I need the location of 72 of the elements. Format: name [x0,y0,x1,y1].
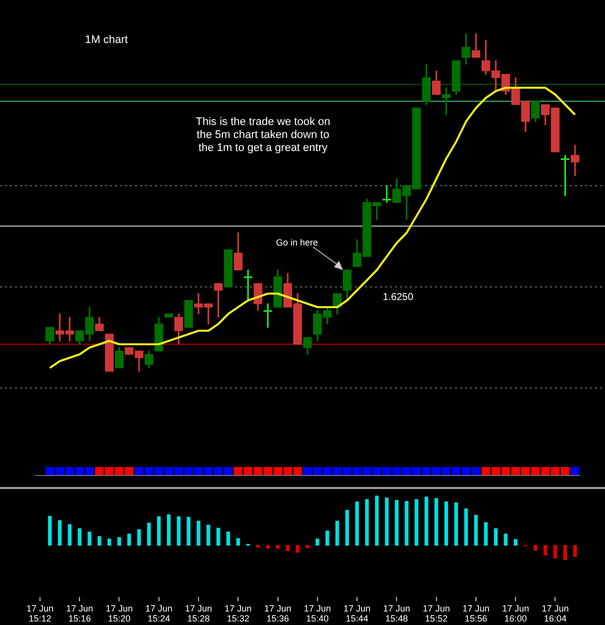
x-tick-label: 17 Jun 15:28 [184,604,212,624]
annotation: 1M chart [85,34,128,46]
bar [266,545,270,549]
bar [216,528,220,546]
bar [48,516,52,546]
bar [454,502,458,546]
bar [484,522,488,546]
bar [98,536,102,546]
bar [186,516,190,546]
bar [514,539,518,546]
bar [58,520,62,546]
x-tick-label: 17 Jun 15:44 [344,604,371,624]
bar [256,545,260,548]
annotation: Go in here [276,237,318,248]
bar [444,502,448,546]
annotation: This is the trade we took on the 5m chart taken down to the 1m to get a great entry [196,116,330,154]
bar [117,537,122,546]
bar [206,524,210,546]
bar [127,534,131,546]
bar [286,545,290,552]
bar [414,499,418,546]
bar [276,545,280,549]
bar [325,530,330,546]
bar [404,501,408,546]
bar [306,545,310,548]
bar [573,545,577,558]
bar [394,500,399,546]
x-tick-label: 17 Jun 15:40 [304,604,331,624]
bar [88,532,92,546]
bar [196,520,200,546]
bar [345,510,349,546]
x-tick-label: 17 Jun 16:04 [542,604,569,624]
bar [137,529,141,546]
x-tick-label: 17 Jun 15:24 [145,604,172,624]
bar [553,545,558,559]
bar [316,538,320,546]
bar [166,514,171,546]
x-tick-label: 17 Jun 15:16 [66,604,94,624]
bar [543,545,548,556]
bar [68,524,72,546]
annotation: 1.6250 [382,292,414,303]
bar [534,545,538,551]
bar [335,520,340,546]
x-tick-label: 17 Jun 15:52 [422,604,450,624]
bar [296,545,300,553]
candlestick [244,270,252,301]
x-tick-label: 17 Jun 15:32 [224,604,252,624]
bar [494,528,498,546]
bar [424,496,428,546]
bar [355,502,359,546]
bar [236,538,240,546]
x-tick-label: 17 Jun 15:20 [106,604,133,624]
x-tick-label: 17 Jun 15:48 [383,604,410,624]
bar [375,496,379,546]
candlestick [570,144,580,176]
x-tick-label: 17 Jun 15:56 [462,604,490,624]
bar [563,545,567,560]
x-tick-label: 17 Jun 15:12 [26,604,54,624]
x-tick-label: 17 Jun 15:36 [264,604,292,624]
bar [157,516,161,546]
x-tick-label: 17 Jun 16:00 [502,604,530,624]
bar [226,532,230,546]
bar [474,514,478,546]
bar [176,516,181,546]
bar [365,499,369,546]
bar [78,528,82,546]
bar [464,508,468,546]
bar [504,534,508,546]
bar [147,522,151,546]
bar [107,538,112,546]
bar [434,498,438,546]
bar [384,498,389,546]
